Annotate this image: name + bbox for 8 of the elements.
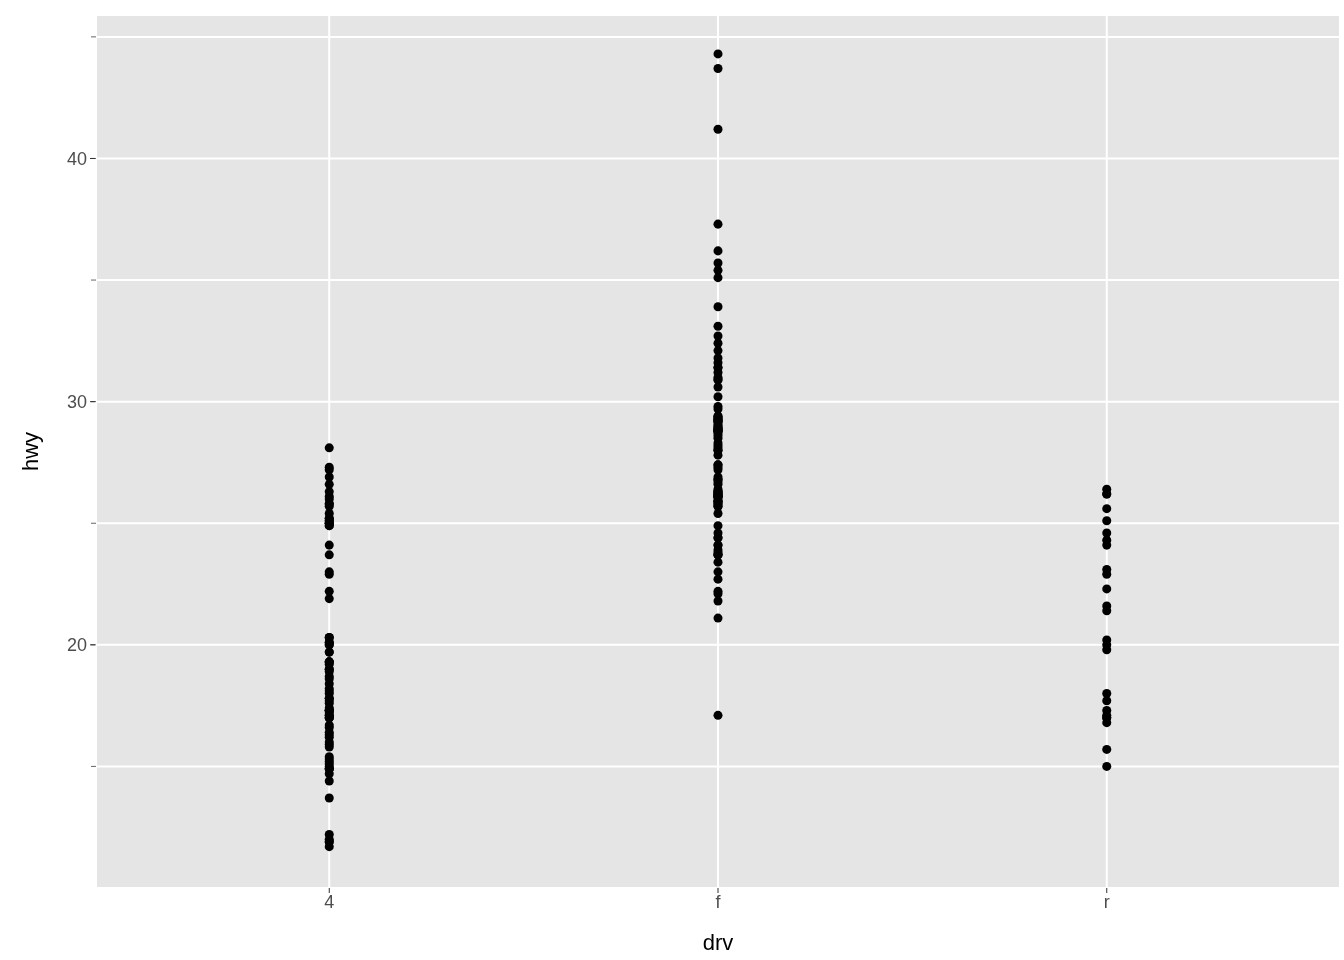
- x-tick-label: r: [1103, 891, 1110, 912]
- x-axis-title: drv: [702, 930, 734, 955]
- y-tick-label: 30: [66, 391, 87, 412]
- y-axis-title: hwy: [17, 431, 43, 472]
- x-tick-label: f: [715, 891, 722, 912]
- y-tick-label: 20: [66, 635, 87, 656]
- x-tick-label: 4: [324, 891, 335, 912]
- y-tick-label: 40: [66, 148, 87, 169]
